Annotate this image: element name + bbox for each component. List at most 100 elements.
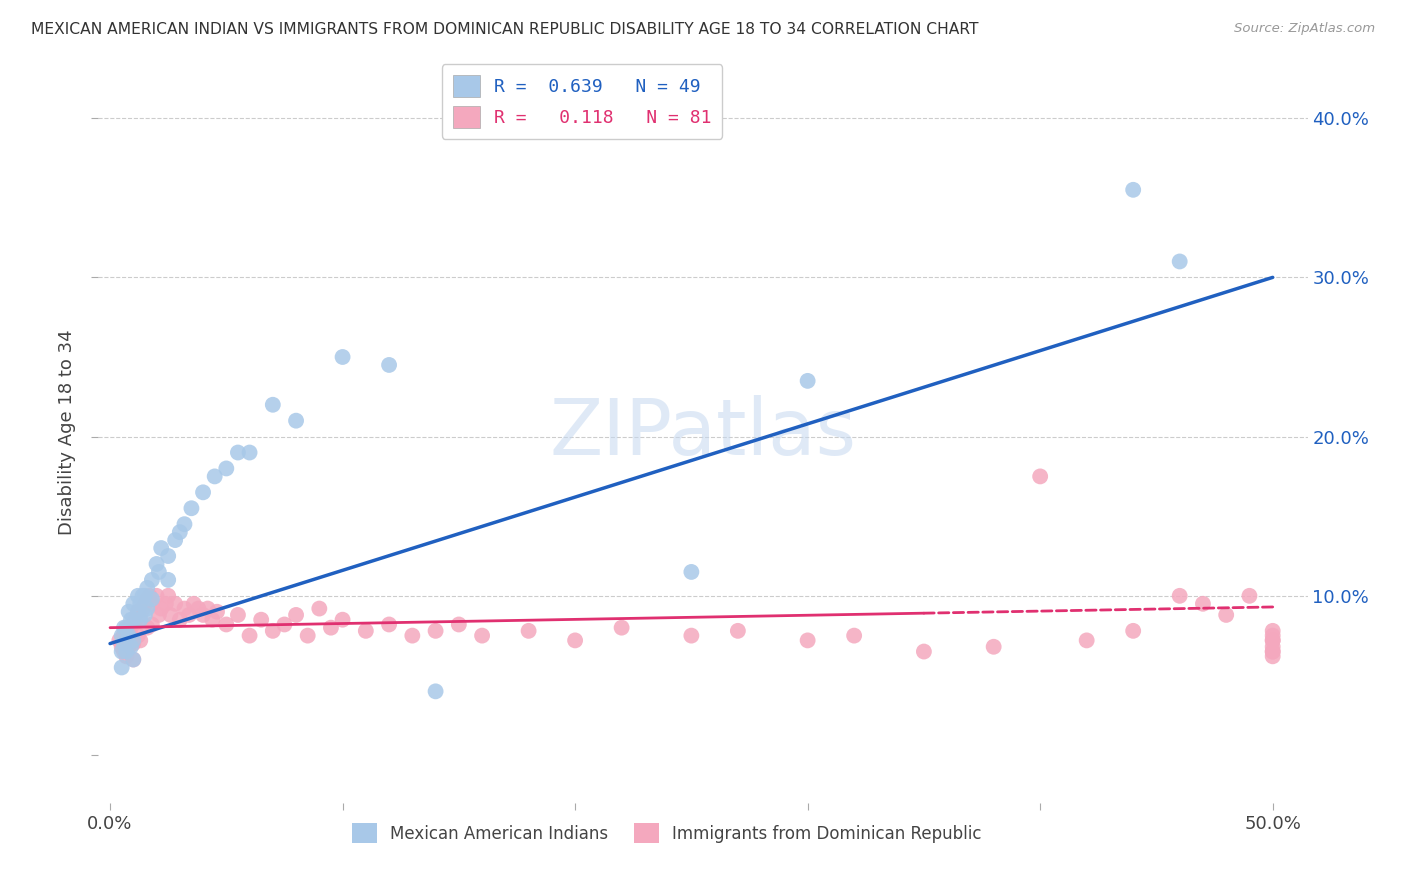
Point	[122, 597, 145, 611]
Point	[173, 517, 195, 532]
Point	[118, 640, 141, 654]
Point	[111, 629, 134, 643]
Point	[215, 617, 238, 632]
Point	[118, 629, 141, 643]
Point	[112, 627, 135, 641]
Point	[145, 557, 167, 571]
Point	[727, 624, 749, 638]
Point	[127, 589, 149, 603]
Point	[1261, 644, 1284, 658]
Point	[122, 633, 145, 648]
Point	[169, 613, 191, 627]
Point	[1215, 607, 1237, 622]
Point	[127, 605, 149, 619]
Point	[610, 621, 633, 635]
Point	[1239, 589, 1261, 603]
Point	[912, 644, 935, 658]
Point	[115, 621, 138, 635]
Point	[285, 414, 308, 428]
Point	[169, 525, 191, 540]
Point	[115, 649, 138, 664]
Point	[112, 637, 135, 651]
Point	[796, 374, 818, 388]
Point	[134, 597, 156, 611]
Point	[681, 565, 703, 579]
Point	[112, 621, 135, 635]
Point	[136, 581, 159, 595]
Point	[122, 652, 145, 666]
Point	[111, 644, 134, 658]
Point	[173, 601, 195, 615]
Point	[141, 573, 163, 587]
Point	[1076, 633, 1098, 648]
Point	[297, 629, 319, 643]
Point	[183, 597, 205, 611]
Point	[262, 398, 284, 412]
Point	[226, 445, 249, 459]
Point	[134, 607, 156, 622]
Point	[273, 617, 295, 632]
Point	[129, 597, 152, 611]
Point	[120, 629, 142, 643]
Text: ZIPatlas: ZIPatlas	[550, 394, 856, 471]
Text: MEXICAN AMERICAN INDIAN VS IMMIGRANTS FROM DOMINICAN REPUBLIC DISABILITY AGE 18 : MEXICAN AMERICAN INDIAN VS IMMIGRANTS FR…	[31, 22, 979, 37]
Point	[115, 644, 138, 658]
Point	[179, 607, 201, 622]
Point	[332, 350, 354, 364]
Point	[425, 624, 447, 638]
Point	[447, 617, 470, 632]
Point	[1261, 644, 1284, 658]
Point	[844, 629, 866, 643]
Point	[187, 601, 209, 615]
Y-axis label: Disability Age 18 to 34: Disability Age 18 to 34	[58, 330, 76, 535]
Point	[226, 607, 249, 622]
Point	[118, 605, 141, 619]
Point	[239, 629, 262, 643]
Point	[120, 640, 142, 654]
Point	[681, 629, 703, 643]
Text: Source: ZipAtlas.com: Source: ZipAtlas.com	[1234, 22, 1375, 36]
Point	[122, 637, 145, 651]
Point	[1168, 589, 1191, 603]
Point	[122, 617, 145, 632]
Point	[131, 601, 153, 615]
Point	[239, 445, 262, 459]
Point	[1261, 633, 1284, 648]
Point	[122, 613, 145, 627]
Point	[120, 613, 142, 627]
Point	[517, 624, 540, 638]
Point	[319, 621, 342, 635]
Point	[378, 617, 401, 632]
Point	[131, 589, 153, 603]
Point	[141, 592, 163, 607]
Point	[165, 597, 187, 611]
Point	[129, 613, 152, 627]
Point	[1029, 469, 1052, 483]
Point	[157, 573, 180, 587]
Point	[148, 565, 170, 579]
Point	[191, 607, 214, 622]
Point	[148, 607, 170, 622]
Point	[136, 621, 159, 635]
Point	[134, 589, 156, 603]
Point	[141, 597, 163, 611]
Point	[122, 652, 145, 666]
Point	[1261, 633, 1284, 648]
Point	[111, 660, 134, 674]
Point	[378, 358, 401, 372]
Point	[165, 533, 187, 547]
Point	[205, 605, 228, 619]
Point	[1261, 649, 1284, 664]
Point	[115, 624, 138, 638]
Point	[204, 469, 226, 483]
Point	[401, 629, 423, 643]
Point	[129, 633, 152, 648]
Point	[1261, 624, 1284, 638]
Point	[332, 613, 354, 627]
Point	[471, 629, 494, 643]
Point	[127, 605, 149, 619]
Point	[215, 461, 238, 475]
Point	[136, 601, 159, 615]
Point	[425, 684, 447, 698]
Point	[564, 633, 586, 648]
